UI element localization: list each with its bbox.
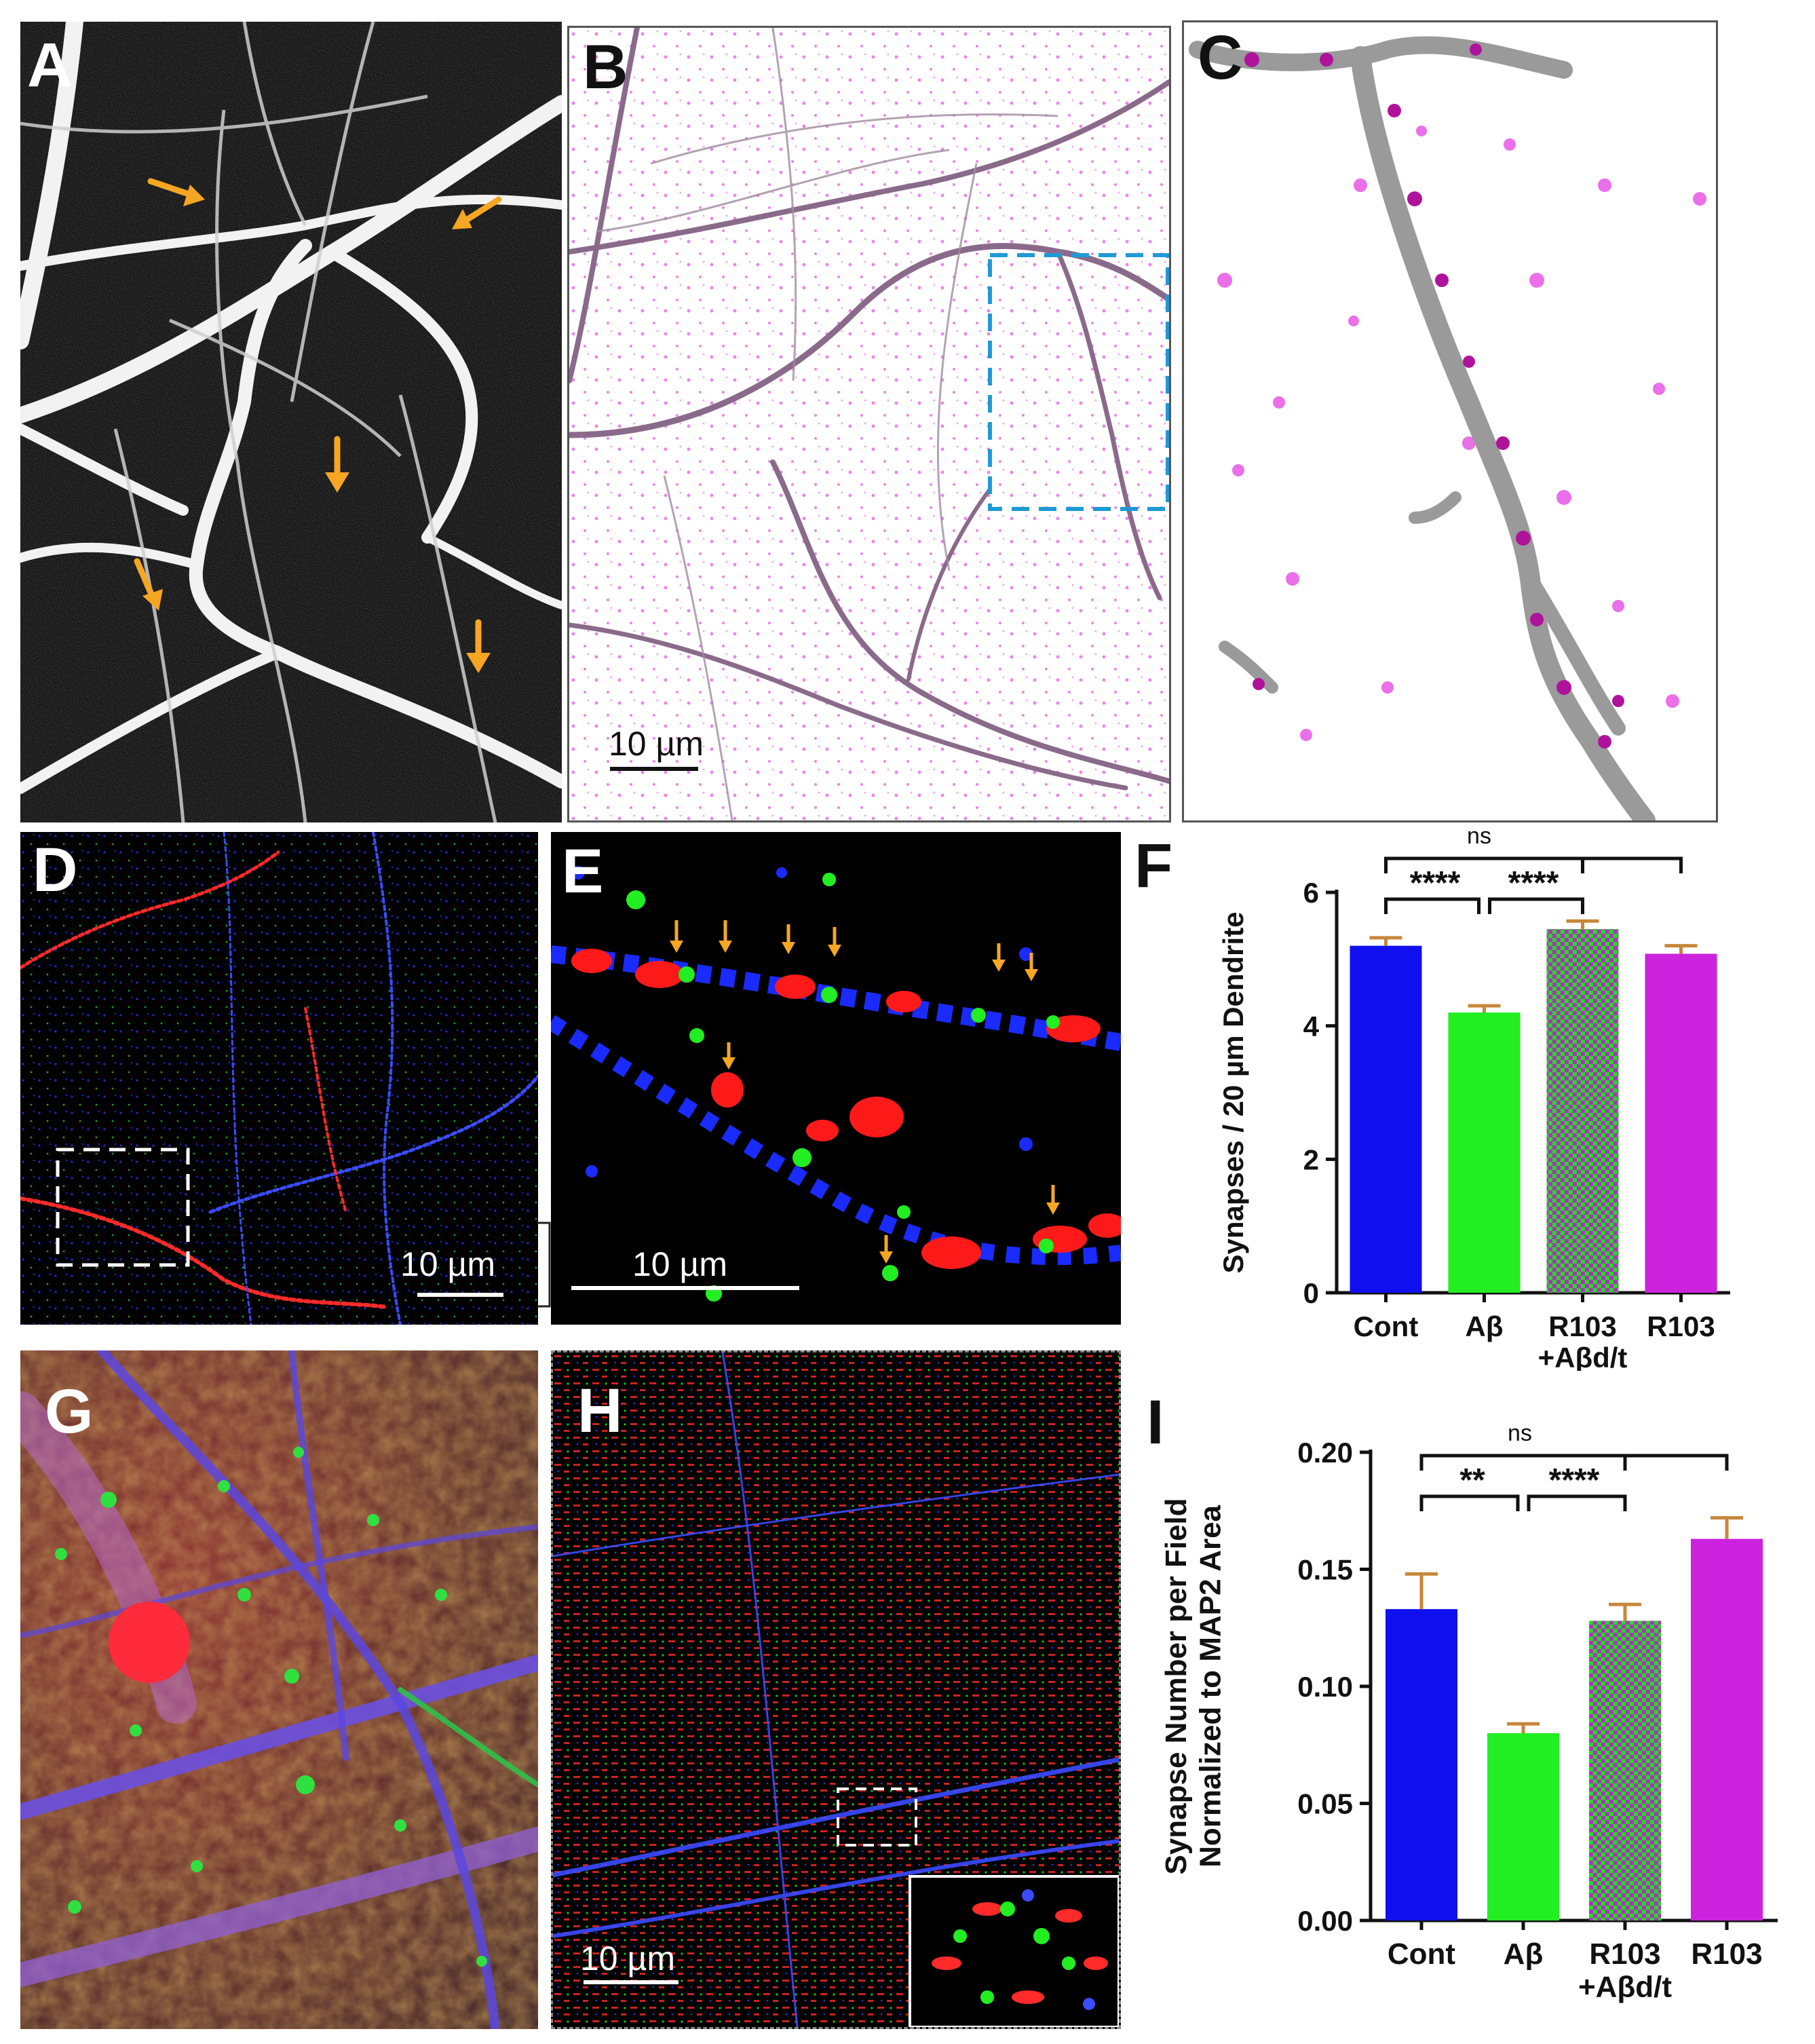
bracket-line — [1527, 1494, 1627, 1511]
bracket-line — [1384, 856, 1683, 873]
x-tick-label: R103 — [1548, 1310, 1616, 1342]
y-tick-label: 0.05 — [1297, 1788, 1353, 1820]
bar — [1546, 929, 1619, 1293]
x-tick-label: +Aβd/t — [1578, 1970, 1672, 2003]
panel-label-h: H — [577, 1376, 623, 1445]
bar — [1589, 1621, 1661, 1920]
scale-bar-label-h: 10 µm — [580, 1939, 675, 1977]
panel-c-zoom: C — [1182, 20, 1718, 822]
significance-bracket — [1419, 1494, 1520, 1511]
significance-label: ns — [1508, 1420, 1532, 1446]
zoom-bracket — [537, 1222, 551, 1308]
y-axis-label: Normalized to MAP2 Area — [1194, 1505, 1227, 1868]
y-axis-label: Synapse Number per Field — [1160, 1498, 1193, 1874]
panel-label-d: D — [33, 835, 78, 905]
bracket-line — [1419, 1454, 1729, 1471]
significance-label: **** — [1410, 865, 1461, 901]
x-tick-label: Aβ — [1504, 1937, 1544, 1971]
scale-bar-label-b: 10 µm — [609, 725, 704, 763]
x-tick-label: +Aβd/t — [1538, 1342, 1628, 1371]
x-tick-label: R103 — [1589, 1937, 1660, 1971]
panel-f-bar-chart: F 0 2 4 6 Synapses / 20 µm Dendrite Cont Aβ R10… — [1133, 823, 1812, 1374]
panel-label-i: I — [1147, 1388, 1164, 1457]
significance-label: **** — [1549, 1462, 1600, 1498]
significance-label: **** — [1508, 865, 1559, 901]
panel-label-e: E — [562, 837, 604, 906]
bracket-line — [1384, 897, 1480, 914]
significance-bracket — [1419, 1454, 1729, 1471]
significance-bracket — [1384, 856, 1683, 873]
panel-label-c: C — [1198, 23, 1243, 92]
bar — [1691, 1538, 1763, 1920]
panel-i-bar-chart: I 0.00 0.05 0.10 0.15 0.20 Synapse Number per… — [1133, 1384, 1812, 2036]
y-axis-label: Synapses / 20 µm Dendrite — [1217, 911, 1249, 1273]
x-tick-label: Cont — [1388, 1937, 1456, 1971]
y-tick-label: 6 — [1303, 877, 1319, 909]
bracket-line — [1488, 897, 1584, 914]
significance-label: ** — [1459, 1462, 1485, 1498]
panel-g-micrograph: G — [20, 1350, 538, 2029]
bar — [1448, 1012, 1521, 1293]
y-tick-label: 0.00 — [1297, 1905, 1353, 1937]
significance-bracket — [1384, 897, 1480, 914]
significance-label: ns — [1467, 828, 1491, 849]
x-tick-label: R103 — [1691, 1937, 1762, 1971]
panel-label-b: B — [583, 33, 628, 102]
panel-label-g: G — [45, 1377, 94, 1446]
x-tick-label: R103 — [1647, 1310, 1715, 1342]
bar — [1386, 1609, 1457, 1920]
bar — [1350, 945, 1422, 1293]
significance-bracket — [1488, 897, 1584, 914]
panel-e-synapse-zoom: E 10 µm — [551, 832, 1121, 1325]
scale-bar-label-e: 10 µm — [632, 1245, 727, 1283]
y-tick-label: 0 — [1303, 1277, 1319, 1309]
panel-h-synapse-image: H 10 µm — [551, 1350, 1121, 2029]
arrow-annotations-a — [134, 178, 502, 673]
panel-a-micrograph: A — [20, 22, 562, 822]
y-tick-label: 2 — [1303, 1143, 1319, 1175]
panel-label-f: F — [1134, 831, 1173, 901]
y-tick-label: 4 — [1303, 1010, 1320, 1042]
panel-d-synapse-image: D 10 µm — [20, 832, 538, 1325]
bar — [1645, 953, 1717, 1293]
panel-b-dendrite-trace: B 10 µm — [567, 26, 1171, 822]
x-tick-label: Cont — [1354, 1310, 1419, 1342]
y-tick-label: 0.20 — [1297, 1437, 1353, 1469]
significance-bracket — [1527, 1494, 1627, 1511]
chart-i-svg: 0.00 0.05 0.10 0.15 0.20 Synapse Number per F… — [1160, 1420, 1778, 2003]
x-tick-label: Aβ — [1466, 1310, 1504, 1342]
y-tick-label: 0.10 — [1297, 1671, 1353, 1703]
y-tick-label: 0.15 — [1297, 1554, 1353, 1586]
scale-bar-label-d: 10 µm — [400, 1245, 495, 1283]
bracket-line — [1419, 1494, 1520, 1511]
bar — [1487, 1733, 1559, 1920]
panel-label-a: A — [27, 31, 73, 100]
